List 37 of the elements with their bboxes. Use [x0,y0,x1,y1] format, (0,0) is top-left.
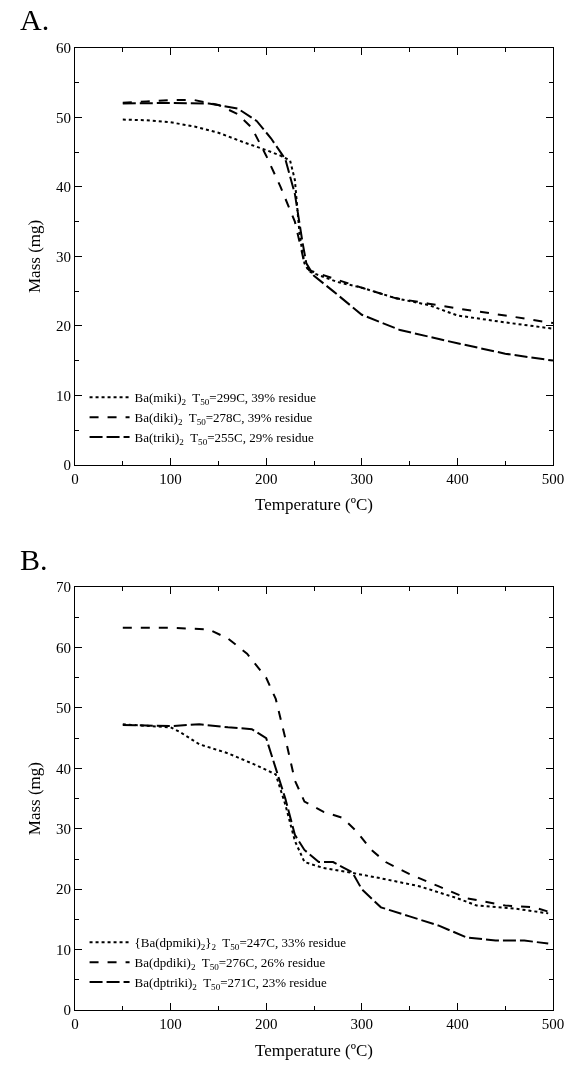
legend-label: Ba(diki)$_{2}$ T$_{50}$=278C, 39% residue [134,410,313,427]
x-tick-label: 400 [446,470,469,487]
y-tick-label: 40 [55,179,71,196]
x-tick-label: 400 [446,1016,469,1033]
y-tick-label: 70 [55,579,71,596]
legend-label: Ba(dptriki)$_{2}$ T$_{50}$=271C, 23% residue [134,975,328,992]
y-axis-title: Mass (mg) [25,762,45,836]
y-tick-label: 60 [55,40,71,57]
y-tick-label: 40 [55,760,71,777]
y-tick-label: 10 [55,941,71,958]
x-tick-label: 100 [159,1016,182,1033]
y-tick-label: 30 [55,821,71,838]
y-axis-title: Mass (mg) [25,219,45,294]
legend-label: Ba(triki)$_{2}$ T$_{50}$=255C, 29% residue [134,430,315,447]
chart-title: B. [20,543,48,576]
chart-title: A. [20,3,50,36]
x-tick-label: 500 [541,1016,565,1033]
y-tick-label: 20 [55,881,71,898]
legend-label: {Ba(dpmiki)$_{2}$}$_{2}$ T$_{50}$=247C, 33% residue [134,935,347,953]
y-tick-label: 20 [55,318,71,335]
y-tick-label: 50 [55,700,71,717]
x-tick-label: 200 [254,1016,278,1033]
y-tick-label: 0 [63,457,71,474]
y-tick-label: 60 [55,639,71,656]
x-tick-label: 200 [254,470,278,487]
x-tick-label: 100 [159,470,182,487]
x-axis-title: Temperature (ºC) [255,1040,373,1060]
y-tick-label: 50 [55,109,71,126]
y-tick-label: 10 [55,387,71,404]
x-tick-label: 500 [541,470,565,487]
x-axis-title: Temperature (ºC) [255,495,373,515]
x-tick-label: 300 [350,470,374,487]
x-tick-label: 300 [350,1016,374,1033]
y-tick-label: 0 [63,1002,71,1019]
legend-label: Ba(dpdiki)$_{2}$ T$_{50}$=276C, 26% residue [134,955,326,972]
y-tick-label: 30 [55,248,71,265]
legend-label: Ba(miki)$_{2}$ T$_{50}$=299C, 39% residue [134,390,317,408]
